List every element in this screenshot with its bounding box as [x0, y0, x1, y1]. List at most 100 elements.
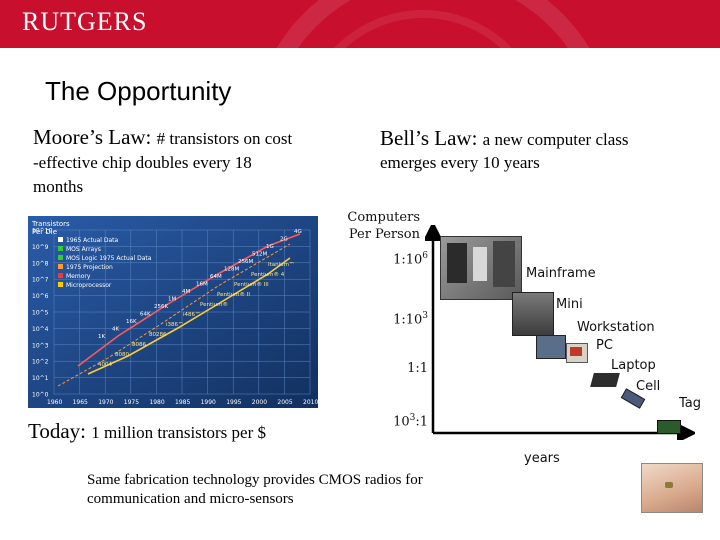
- moore-cpu-label: 80286: [149, 332, 167, 338]
- slide-title: The Opportunity: [45, 76, 232, 106]
- moore-memory-label: 1G: [266, 244, 274, 250]
- bell-ytick-4: 103:1: [393, 413, 428, 430]
- moore-memory-label: 16K: [126, 319, 137, 325]
- moore-legend-label: MOS Logic 1975 Actual Data: [66, 255, 152, 262]
- moore-ytick: 10^9: [32, 244, 49, 251]
- moore-xtick: 1980: [149, 399, 164, 406]
- header-banner: RUTGERS: [0, 0, 720, 48]
- bell-line-2: emerges every 10 years: [380, 153, 540, 172]
- class-label-laptop: Laptop: [611, 358, 656, 373]
- moore-legend-label: 1975 Projection: [66, 264, 113, 271]
- today-subheading: 1 million transistors per $: [91, 423, 266, 442]
- rutgers-logo: RUTGERS: [22, 7, 148, 36]
- moore-cpu-label: i486™: [183, 311, 201, 318]
- moore-line-2: -effective chip doubles every 18: [33, 153, 252, 172]
- moore-memory-label: 64M: [210, 274, 222, 280]
- moore-memory-label: 2G: [280, 237, 288, 243]
- moore-memory-label: 256K: [154, 304, 168, 310]
- moore-legend-label: MOS Arrays: [66, 246, 101, 253]
- bell-ytick-1: 1:106: [393, 251, 428, 268]
- moore-xtick: 1960: [47, 399, 62, 406]
- mote-chip: [665, 482, 673, 488]
- moore-ytick: 10^8: [32, 260, 49, 267]
- moore-cpu-label: Pentium®: [200, 301, 228, 308]
- moore-legend-label: Memory: [66, 273, 91, 280]
- moore-cpu-label: 8080: [115, 352, 129, 358]
- bell-y-label-2: Per Person: [348, 227, 420, 242]
- moore-legend-label: 1965 Actual Data: [66, 237, 119, 244]
- today-line: Today: 1 million transistors per $: [28, 419, 266, 444]
- moore-memory-label: 4K: [112, 327, 119, 333]
- class-label-mini: Mini: [556, 297, 583, 312]
- moore-ytick: 10^1: [32, 375, 49, 382]
- cpu-trend-line: [87, 257, 291, 375]
- footer-line-2: communication and micro-sensors: [87, 491, 294, 507]
- moore-ytick: 10^10: [32, 228, 52, 235]
- moore-legend-label: Microprocessor: [66, 282, 112, 289]
- today-heading: Today:: [28, 419, 87, 443]
- moore-legend-swatch: [58, 273, 63, 278]
- pc-photo: [566, 343, 588, 363]
- moore-xtick: 1990: [201, 399, 216, 406]
- moore-memory-label: 1M: [168, 297, 176, 303]
- bell-subheading: a new computer class: [482, 130, 629, 149]
- moore-law-chart: Transistors Per Die 10^10 10^9 10^8 10^7 10^…: [28, 216, 318, 408]
- moore-xtick: 1965: [73, 399, 88, 406]
- bell-y-label-1: Computers: [347, 210, 420, 225]
- moore-cpu-label: Pentium® II: [217, 291, 250, 298]
- moore-xtick: 2005: [277, 399, 292, 406]
- moore-xtick: 2000: [252, 399, 267, 406]
- moore-ytick: 10^5: [32, 310, 49, 317]
- moore-xtick: 1995: [226, 399, 241, 406]
- projection-line: [57, 243, 291, 387]
- bell-ytick-3: 1:1: [407, 361, 428, 376]
- moore-cpu-label: i386™: [166, 321, 184, 328]
- moore-chart-svg: Transistors Per Die 10^10 10^9 10^8 10^7 10^…: [28, 216, 318, 408]
- moore-memory-label: 128M: [224, 267, 239, 273]
- moore-ytick: 10^7: [32, 277, 49, 284]
- moore-legend-swatch: [58, 255, 63, 260]
- bell-ytick-2: 1:103: [393, 311, 428, 328]
- moore-cpu-label: 8086: [132, 342, 146, 348]
- moore-memory-label: 4G: [294, 229, 302, 235]
- workstation-photo: [536, 335, 566, 359]
- moore-ytick: 10^0: [32, 392, 49, 399]
- moore-ytick: 10^6: [32, 293, 49, 300]
- moore-cpu-label: Itanium™: [268, 261, 295, 268]
- bell-axes: [425, 225, 695, 440]
- bell-heading: Bell’s Law:: [380, 126, 478, 150]
- mini-photo: [512, 292, 554, 336]
- footer-line-1: Same fabrication technology provides CMO…: [87, 472, 423, 488]
- moore-line-3: months: [33, 177, 84, 196]
- moore-heading: Moore’s Law:: [33, 125, 152, 149]
- moore-memory-label: 16M: [196, 282, 208, 288]
- class-label-mainframe: Mainframe: [526, 266, 596, 281]
- moore-legend-swatch: [58, 246, 63, 251]
- moore-memory-label: 1K: [98, 334, 105, 340]
- bell-x-label: years: [524, 451, 560, 466]
- moore-legend-swatch: [58, 264, 63, 269]
- mainframe-photo: [440, 236, 522, 300]
- moore-legend-swatch: [58, 237, 63, 242]
- moore-cpu-label: Pentium® III: [234, 281, 269, 288]
- moore-xtick: 1985: [175, 399, 190, 406]
- class-label-tag: Tag: [679, 396, 702, 411]
- moore-cpu-label: 4004: [98, 362, 112, 368]
- moore-ylabel-2: Per Die: [32, 228, 57, 236]
- moore-heading-line: Moore’s Law: # transistors on cost: [33, 125, 292, 150]
- moore-memory-label: 4M: [182, 289, 190, 295]
- class-label-workstation: Workstation: [577, 320, 655, 335]
- moore-legend-swatch: [58, 282, 63, 287]
- class-label-pc: PC: [596, 338, 613, 353]
- moore-xtick: 1975: [124, 399, 139, 406]
- moore-ytick: 10^2: [32, 359, 49, 366]
- bell-heading-line: Bell’s Law: a new computer class: [380, 126, 629, 151]
- moore-memory-label: 512M: [252, 252, 267, 258]
- moore-subheading: # transistors on cost: [156, 129, 293, 148]
- laptop-photo: [590, 373, 620, 387]
- moore-cpu-label: Pentium® 4: [251, 271, 285, 278]
- moore-ytick: 10^4: [32, 326, 49, 333]
- sensor-mote-photo: [641, 463, 703, 513]
- moore-ylabel-1: Transistors: [31, 220, 70, 228]
- moore-xtick: 2010: [303, 399, 318, 406]
